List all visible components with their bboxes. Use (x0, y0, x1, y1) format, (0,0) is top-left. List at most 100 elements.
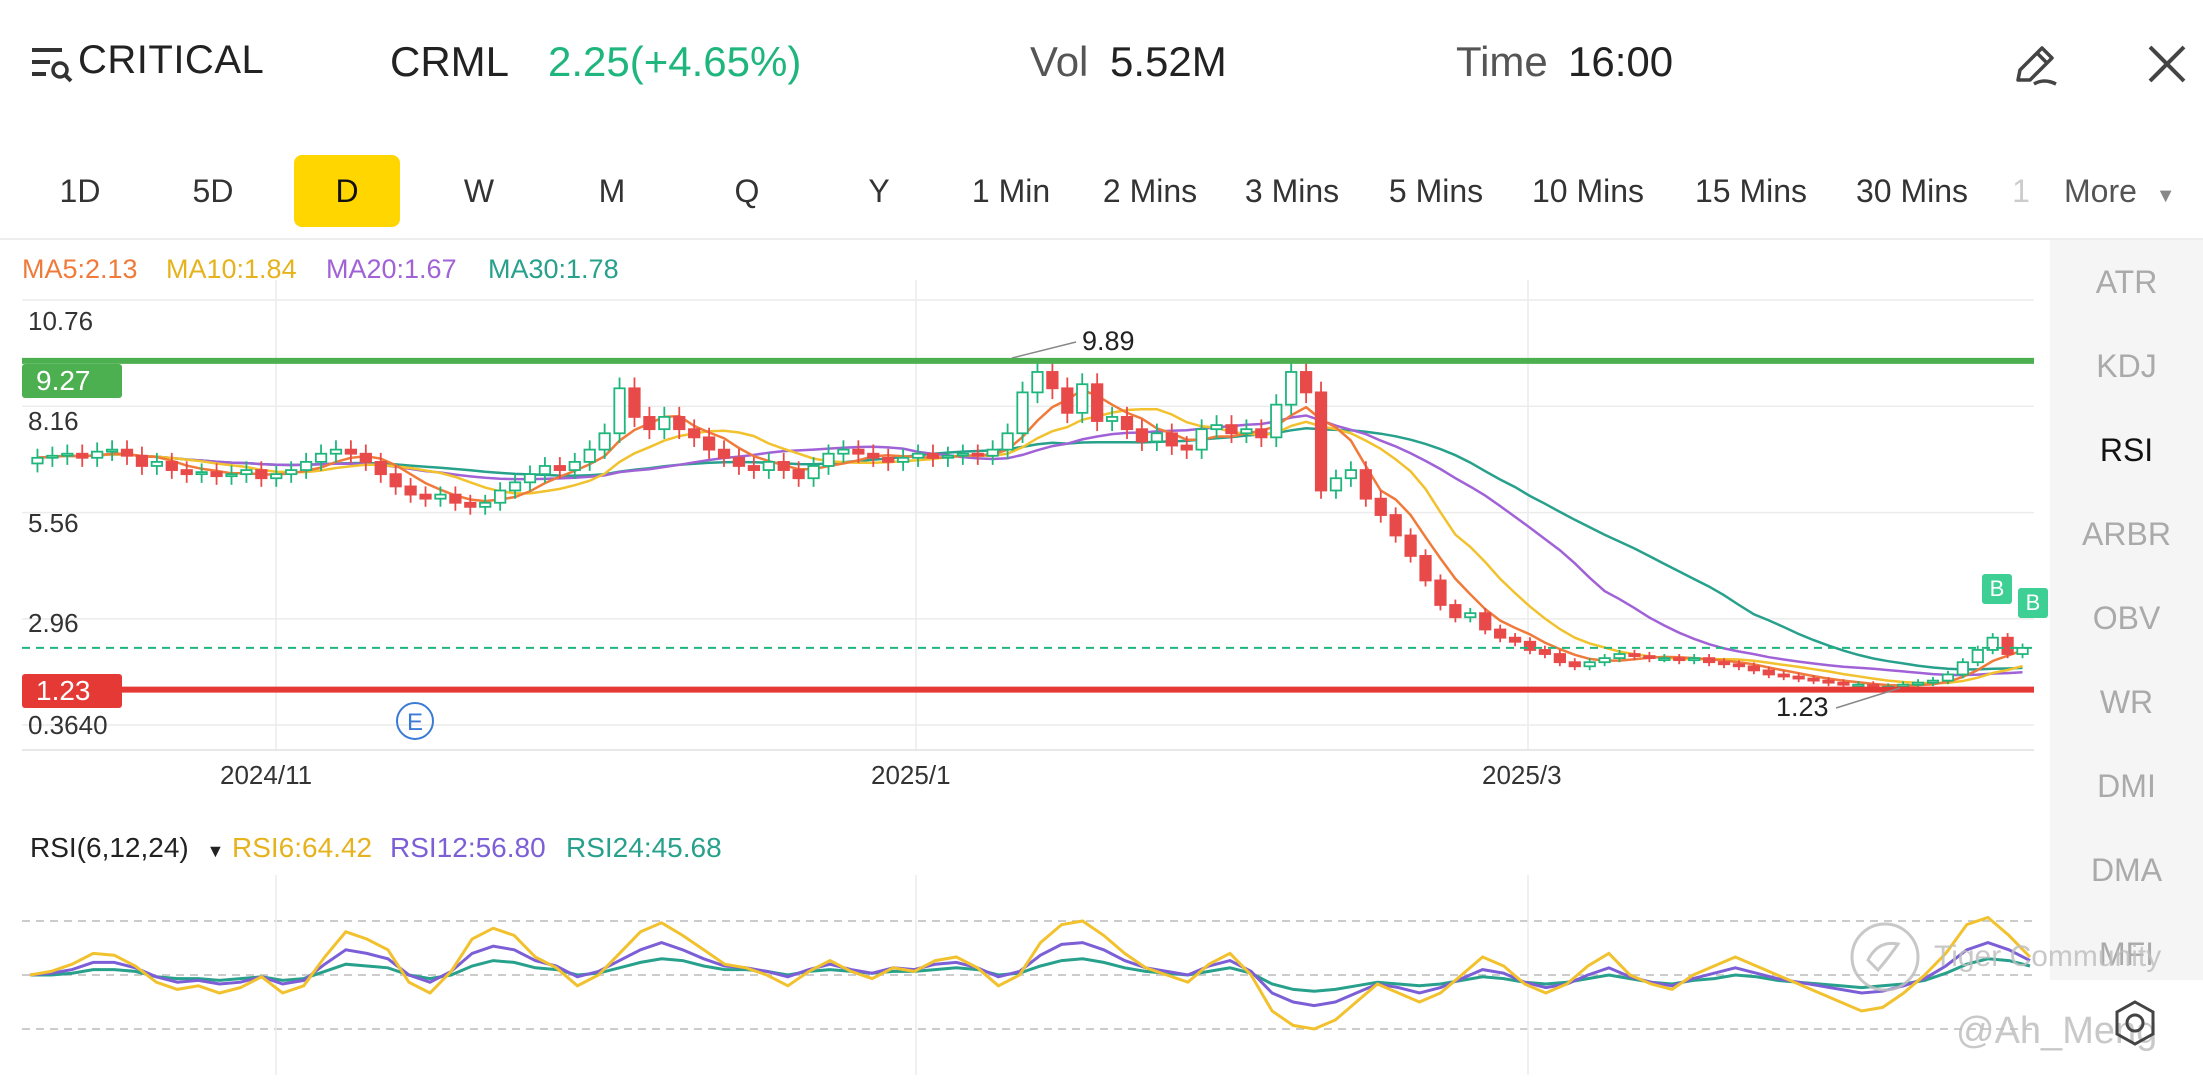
x-tick-label: 2025/3 (1482, 760, 1562, 790)
candle-body (91, 450, 104, 459)
rsi-chart[interactable] (0, 875, 2050, 1075)
candle-body (1016, 391, 1029, 435)
candle-body (1583, 661, 1596, 668)
candle-body (165, 460, 178, 471)
indicator-dma[interactable]: DMA (2090, 852, 2163, 888)
candle-body (553, 465, 566, 471)
candle-body (1374, 497, 1387, 516)
candlestick-chart[interactable] (0, 280, 2050, 760)
tab-q[interactable]: Q (734, 173, 760, 209)
candle-body (1434, 579, 1447, 606)
candle-body (1344, 469, 1358, 480)
candle-body (1404, 534, 1417, 557)
more-button[interactable]: More ▼ (2064, 155, 2176, 227)
volume-label: Vol (1030, 38, 1089, 85)
candle-body (314, 452, 328, 463)
watermark-brand: Tiger Community (1934, 940, 2162, 973)
y-tick-label: 2.96 (28, 608, 79, 638)
settings-gear-icon[interactable] (2110, 998, 2160, 1048)
tab-10-mins[interactable]: 10 Mins (1531, 173, 1645, 209)
candle-body (941, 454, 955, 459)
tab-y[interactable]: Y (868, 173, 890, 209)
candle-body (1299, 371, 1313, 394)
candle-body (717, 448, 731, 459)
ma30-legend: MA30:1.78 (488, 254, 619, 284)
tab-5-mins[interactable]: 5 Mins (1388, 173, 1484, 209)
indicator-mfi[interactable]: MFI (2098, 936, 2155, 972)
candle-body (613, 387, 626, 435)
indicator-wr[interactable]: WR (2099, 684, 2154, 720)
rsi-indicator-selector[interactable]: RSI(6,12,24) ▼ (30, 832, 224, 864)
tab-1d[interactable]: 1D (59, 173, 101, 209)
candle-body (1867, 683, 1880, 688)
rsi12-legend: RSI12:56.80 (390, 832, 546, 863)
rsi6-line (29, 915, 2032, 1031)
candle-body (240, 469, 253, 476)
candle-body (1091, 383, 1104, 422)
tab-30-mins[interactable]: 30 Mins (1855, 173, 1969, 209)
y-tick-label: 0.3640 (28, 710, 108, 740)
low-annotation: 1.23 (1776, 692, 1829, 722)
indicator-kdj[interactable]: KDJ (2096, 348, 2157, 384)
company-name: CRITICAL (78, 38, 265, 82)
candle-body (1702, 657, 1716, 664)
price-change: 2.25(+4.65%) (548, 38, 802, 85)
candle-body (1598, 657, 1611, 664)
tab-1-min[interactable]: 1 Min (971, 173, 1051, 209)
tab-m[interactable]: M (598, 173, 626, 209)
event-marker[interactable]: E (396, 702, 434, 740)
y-tick-label: 5.56 (28, 508, 79, 538)
indicator-arbr[interactable]: ARBR (2082, 516, 2171, 552)
candle-body (1464, 612, 1477, 619)
resistance-tag: 9.27 (22, 364, 122, 398)
candle-body (1717, 661, 1731, 666)
candle-body (1359, 469, 1372, 500)
candle-body (762, 460, 775, 471)
rsi24-legend: RSI24:45.68 (566, 832, 722, 863)
candle-body (1747, 665, 1761, 672)
close-icon[interactable] (2145, 42, 2189, 86)
y-tick-label: 10.76 (28, 306, 94, 336)
candle-body (747, 465, 761, 471)
candle-body (1479, 612, 1492, 631)
support-tag: 1.23 (22, 674, 122, 708)
candle-body (1046, 371, 1059, 390)
candle-body (1076, 383, 1089, 414)
high-leader-line (1011, 341, 1077, 359)
tab-w[interactable]: W (463, 173, 495, 209)
tab-d[interactable]: D (294, 155, 400, 227)
menu-search-icon[interactable] (30, 42, 76, 88)
pencil-icon[interactable] (2010, 40, 2060, 90)
candle-body (882, 456, 895, 463)
candle-body (329, 448, 343, 455)
tab-overflow[interactable]: 1 (2012, 173, 2030, 209)
candle-body (1643, 655, 1656, 660)
candle-body (1897, 683, 1910, 688)
y-tick-label: 8.16 (28, 406, 79, 436)
buy-marker[interactable]: B (1982, 574, 2012, 604)
time-label: Time (1456, 38, 1548, 85)
candle-body (255, 469, 268, 480)
tiger-logo-icon (1850, 922, 1920, 992)
tab-3-mins[interactable]: 3 Mins (1244, 173, 1340, 209)
candle-body (1911, 681, 1925, 686)
high-annotation: 9.89 (1082, 326, 1135, 356)
candle-body (285, 469, 298, 476)
buy-marker[interactable]: B (2018, 588, 2048, 618)
tab-5d[interactable]: 5D (192, 173, 234, 209)
candle-body (792, 469, 805, 480)
candle-body (777, 460, 790, 471)
candle-body (1031, 371, 1044, 394)
candle-body (225, 473, 238, 478)
indicator-obv[interactable]: OBV (2092, 600, 2161, 636)
tab-2-mins[interactable]: 2 Mins (1102, 173, 1198, 209)
candle-body (120, 448, 134, 457)
indicator-atr[interactable]: ATR (2095, 264, 2158, 300)
candle-body (1120, 416, 1134, 431)
tab-15-mins[interactable]: 15 Mins (1694, 173, 1808, 209)
candle-body (1926, 679, 1940, 684)
candle-body (1105, 416, 1119, 422)
indicator-dmi[interactable]: DMI (2097, 768, 2156, 804)
indicator-rsi[interactable]: RSI (2099, 432, 2154, 468)
candle-body (464, 501, 477, 508)
